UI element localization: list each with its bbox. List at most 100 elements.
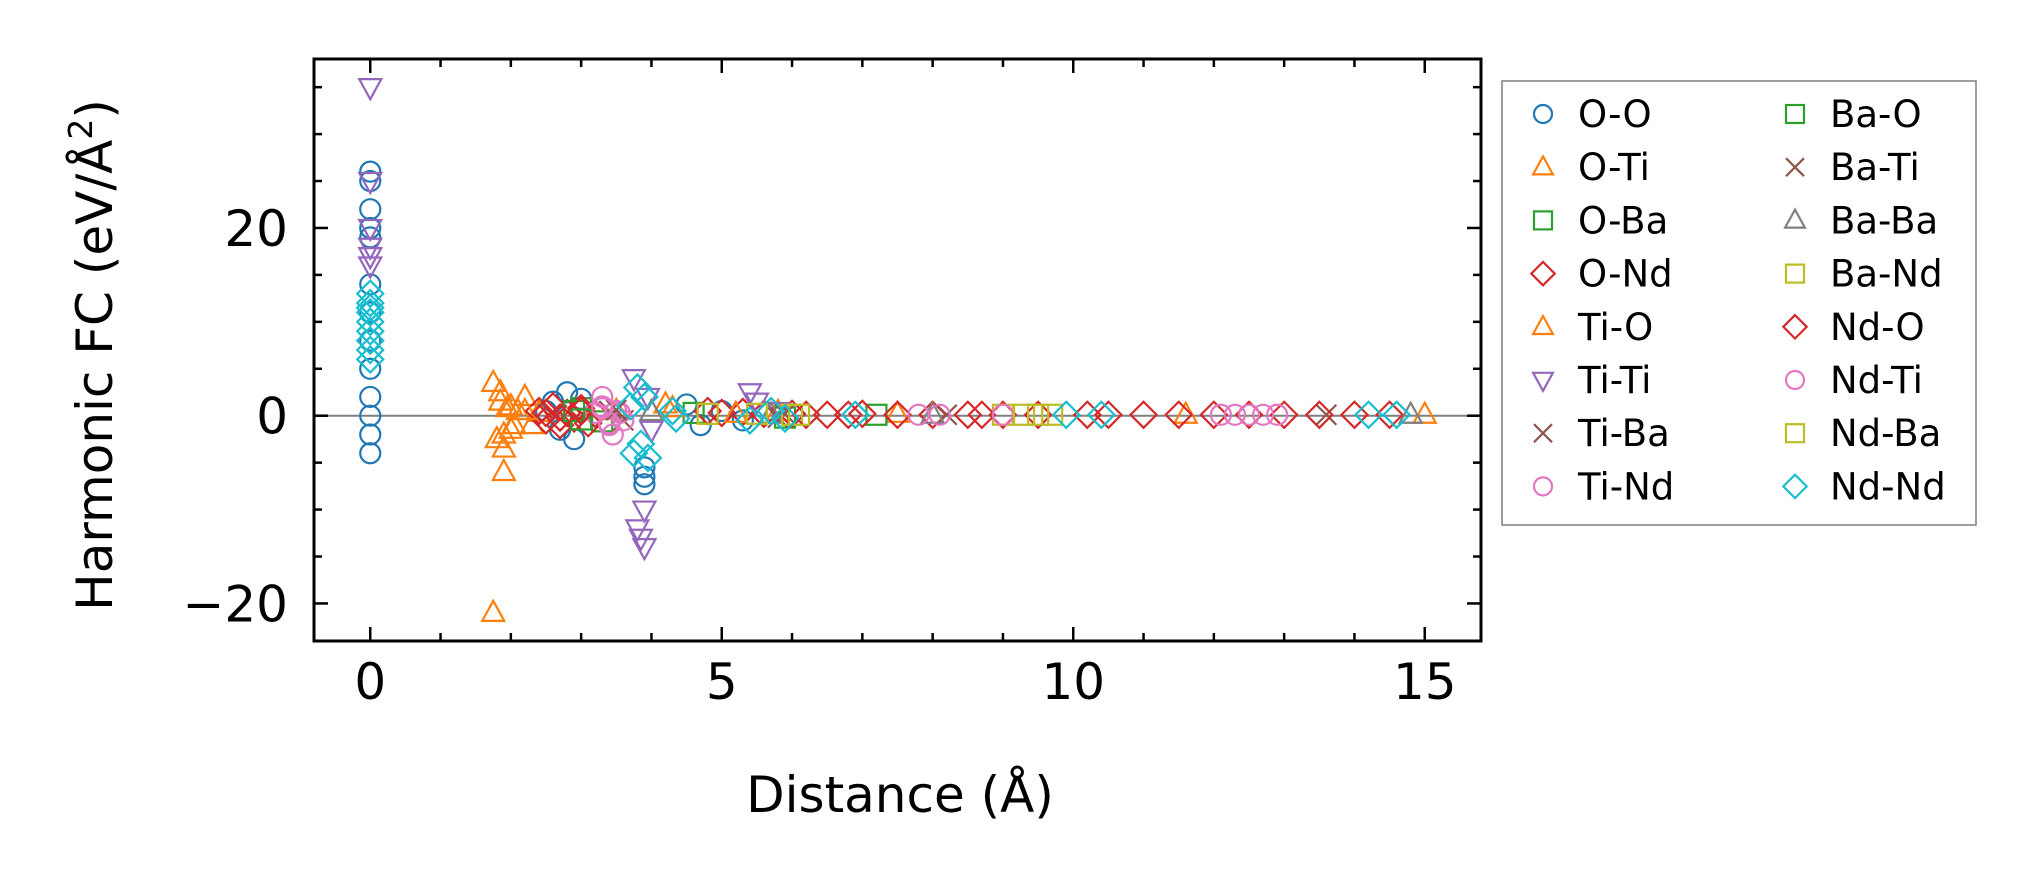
point-nd-nd xyxy=(840,400,870,430)
legend-marker-ba-ba xyxy=(1783,207,1807,229)
legend-marker-ti-nd xyxy=(1532,476,1554,497)
y-axis-label-main: Harmonic FC (eV/Å xyxy=(66,140,124,611)
legend-marker-ti-ba xyxy=(1533,423,1553,443)
point-nd-o xyxy=(967,400,997,430)
legend-marker-o-ti xyxy=(1531,154,1555,176)
point-o-o xyxy=(359,404,382,427)
point-nd-o xyxy=(1304,400,1334,430)
point-nd-o xyxy=(1199,400,1229,430)
point-nd-ba xyxy=(745,402,768,425)
point-nd-nd xyxy=(355,335,385,365)
point-ti-ba xyxy=(1315,403,1338,426)
point-o-ba xyxy=(865,403,888,426)
point-nd-ba xyxy=(1012,403,1036,426)
axis-tick-labels: 0 5 10 15 −20 0 20 xyxy=(182,200,1456,711)
x-tick-label: 0 xyxy=(354,653,386,711)
point-o-nd xyxy=(1269,400,1299,430)
point-ti-o xyxy=(501,410,528,435)
point-o-o xyxy=(359,301,382,324)
point-o-nd xyxy=(847,399,877,429)
point-nd-ti xyxy=(598,412,621,435)
point-o-o xyxy=(359,160,382,183)
legend-label-nd-ba: Nd-Ba xyxy=(1830,412,1941,455)
point-o-ti xyxy=(1411,400,1438,424)
legend-marker-o-ba xyxy=(1532,210,1554,231)
point-nd-nd xyxy=(615,391,645,421)
legend-marker-nd-ba xyxy=(1784,423,1806,444)
legend-marker-ti-ti xyxy=(1531,371,1555,394)
point-o-ti xyxy=(884,399,911,423)
point-nd-nd xyxy=(1086,400,1116,430)
point-nd-o xyxy=(833,400,863,430)
legend-marker-ba-nd xyxy=(1784,263,1806,284)
point-ti-ti xyxy=(621,369,647,393)
legend: O-O O-Ti O-Ba O-Nd Ti-O Ti-Ti Ti-Ba Ti-Nd Ba-O Ba… xyxy=(1501,80,1977,526)
legend-marker-o-nd xyxy=(1529,260,1557,287)
legend-marker-o-o xyxy=(1532,103,1554,125)
point-nd-ti xyxy=(1209,403,1232,426)
plot-frame xyxy=(312,57,1483,643)
point-ti-o xyxy=(497,392,524,416)
point-nd-nd xyxy=(1353,400,1384,430)
data-marks xyxy=(355,78,1438,622)
point-nd-nd xyxy=(355,307,385,337)
point-nd-nd xyxy=(355,279,385,309)
point-o-nd xyxy=(1093,400,1123,430)
point-o-o xyxy=(689,413,712,437)
x-tick-label: 15 xyxy=(1393,653,1457,711)
point-o-o xyxy=(359,357,382,380)
legend-label-ti-ti: Ti-Ti xyxy=(1577,359,1651,402)
point-o-nd xyxy=(812,400,842,430)
point-nd-ti xyxy=(591,397,614,420)
point-nd-nd xyxy=(355,297,385,328)
point-ti-o xyxy=(722,399,749,423)
y-axis-label-close: ) xyxy=(66,99,124,119)
plot-area: 0 5 10 15 −20 0 20 xyxy=(182,57,1483,711)
point-nd-o xyxy=(545,403,575,433)
legend-marker-ba-ti xyxy=(1785,157,1805,177)
point-ti-ti xyxy=(638,420,665,445)
point-o-ti xyxy=(490,457,517,482)
y-axis-label-superscript: 2 xyxy=(61,119,100,140)
point-nd-ti xyxy=(1266,403,1289,426)
legend-label-ba-nd: Ba-Nd xyxy=(1830,253,1943,296)
point-ba-nd xyxy=(1027,403,1050,426)
legend-marker-nd-o xyxy=(1781,313,1809,341)
legend-label-o-ba: O-Ba xyxy=(1578,199,1668,242)
point-o-ti xyxy=(512,382,538,407)
legend-label-ba-ba: Ba-Ba xyxy=(1830,199,1938,242)
point-o-nd xyxy=(1023,400,1053,430)
x-tick-label: 10 xyxy=(1041,653,1105,711)
point-ti-ti xyxy=(357,218,384,243)
point-nd-ti xyxy=(1237,403,1261,426)
point-ba-ba xyxy=(1397,400,1424,424)
legend-label-o-ti: O-Ti xyxy=(1578,146,1650,189)
point-o-nd xyxy=(1375,400,1405,430)
point-o-o xyxy=(633,456,656,479)
legend-items: O-O O-Ti O-Ba O-Nd Ti-O Ti-Ti Ti-Ba Ti-Nd Ba-O Ba… xyxy=(1529,93,1946,508)
point-o-o xyxy=(633,473,656,496)
axis-ticks xyxy=(314,59,1481,641)
point-ba-ti xyxy=(605,399,628,421)
legend-label-ti-ba: Ti-Ba xyxy=(1577,412,1670,455)
point-nd-nd xyxy=(355,344,385,374)
point-o-ti xyxy=(652,390,679,414)
legend-label-o-nd: O-Nd xyxy=(1578,253,1673,296)
point-ba-nd xyxy=(696,402,719,425)
legend-marker-nd-nd xyxy=(1781,473,1809,500)
legend-marker-nd-ti xyxy=(1784,369,1806,391)
point-nd-ba xyxy=(787,403,811,426)
legend-label-o-o: O-O xyxy=(1578,93,1652,136)
point-nd-ba xyxy=(1041,403,1064,426)
legend-frame xyxy=(1501,80,1977,526)
point-o-o xyxy=(555,381,579,404)
point-ti-ti xyxy=(357,78,384,102)
legend-label-ti-o: Ti-O xyxy=(1577,306,1653,349)
point-nd-nd xyxy=(629,382,659,412)
legend-label-nd-ti: Nd-Ti xyxy=(1830,359,1923,402)
point-nd-nd xyxy=(1051,400,1081,430)
point-nd-nd xyxy=(355,316,385,346)
point-nd-nd xyxy=(756,396,786,426)
point-o-ti xyxy=(480,598,507,622)
y-tick-label: 0 xyxy=(256,388,288,446)
